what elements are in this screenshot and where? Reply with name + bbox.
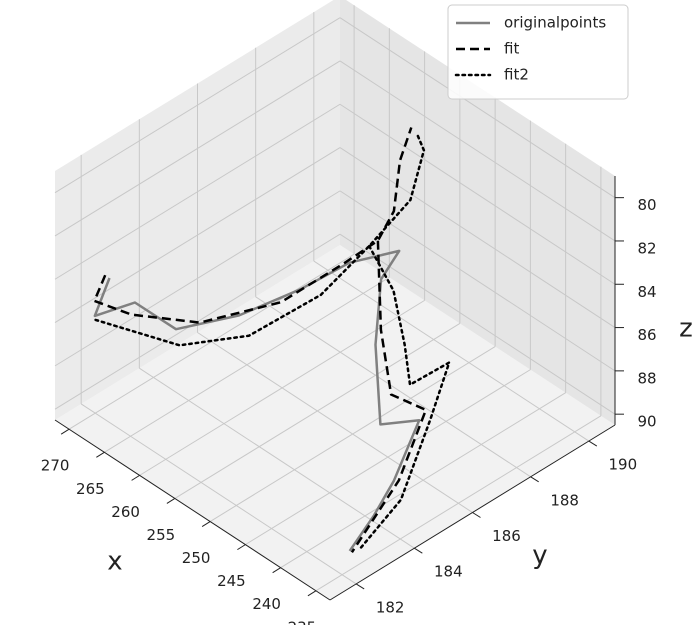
- x-tick: [131, 474, 140, 481]
- y-tick-label: 182: [376, 598, 405, 616]
- y-tick: [355, 583, 365, 590]
- z-tick-label: 84: [637, 283, 656, 301]
- series-line: [94, 134, 451, 551]
- x-axis-label: x: [107, 547, 122, 577]
- z-tick-label: 90: [637, 413, 656, 431]
- x-tick-label: 255: [147, 526, 176, 544]
- grid-line: [54, 60, 341, 237]
- x-tick-label: 245: [217, 572, 246, 590]
- x-tick: [166, 498, 176, 504]
- grid-line: [197, 332, 473, 513]
- legend-label: fit2: [504, 66, 529, 84]
- x-tick-label: 265: [76, 480, 105, 498]
- z-tick-label: 86: [637, 326, 656, 344]
- y-tick-label: 186: [492, 527, 521, 545]
- x-tick: [237, 544, 246, 551]
- grid-line: [54, 17, 341, 194]
- y-tick-label: 184: [434, 563, 463, 581]
- x-tick-label: 235: [288, 618, 317, 625]
- y-tick: [472, 512, 481, 518]
- grid-line: [339, 103, 616, 285]
- x-tick: [96, 451, 105, 458]
- x-tick-label: 250: [182, 549, 211, 567]
- x-tick: [272, 567, 281, 574]
- legend-label: fit: [504, 40, 519, 58]
- axes: 235 240 245 250 255 260 265 270 182 184 186 188 190 8…: [41, 176, 657, 625]
- series-line: [93, 249, 421, 552]
- grid-line: [339, 147, 616, 328]
- x-tick: [201, 521, 211, 527]
- grid-line: [255, 296, 531, 478]
- grid-line: [80, 403, 357, 585]
- y-tick: [588, 440, 598, 447]
- z-tick-label: 80: [637, 196, 656, 214]
- grid-line: [313, 260, 590, 442]
- y-tick: [414, 547, 423, 554]
- grid-line: [339, 190, 616, 372]
- series-line: [93, 127, 428, 553]
- y-tick-label: 190: [609, 456, 638, 474]
- y-axis-label: y: [532, 541, 547, 571]
- grid-line: [339, 60, 616, 242]
- z-tick-label: 82: [637, 239, 656, 257]
- legend-box: [447, 4, 629, 100]
- x-tick: [60, 428, 70, 435]
- grid-line: [139, 367, 415, 549]
- x-tick-label: 260: [111, 503, 140, 521]
- x-tick-label: 240: [252, 595, 281, 613]
- x-tick-label: 270: [41, 457, 70, 475]
- y-axis-line: [329, 424, 616, 601]
- legend: originalpoints fit fit2: [447, 4, 629, 100]
- x-axis-line: [54, 419, 331, 601]
- z-tick-label: 88: [637, 369, 656, 387]
- z-axis-label: z: [679, 314, 693, 344]
- y-tick-label: 188: [550, 491, 579, 509]
- grid-line: [54, 103, 341, 280]
- x-tick: [307, 590, 317, 597]
- y-tick: [530, 476, 539, 483]
- lines: [93, 127, 451, 553]
- grid-line: [339, 233, 616, 415]
- grid-line: [339, 17, 616, 199]
- legend-label: originalpoints: [504, 14, 606, 32]
- grid-line: [54, 190, 341, 367]
